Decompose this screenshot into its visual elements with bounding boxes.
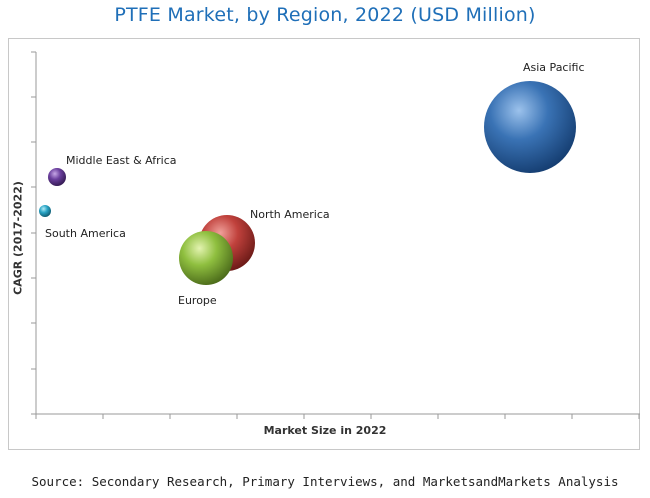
label-asia-pacific: Asia Pacific [523, 61, 585, 74]
chart-title: PTFE Market, by Region, 2022 (USD Millio… [114, 4, 536, 26]
label-south-america: South America [45, 227, 126, 240]
y-axis-label: CAGR (2017-2022) [11, 181, 25, 295]
bubble-south-america [39, 205, 51, 217]
label-europe: Europe [178, 294, 217, 307]
y-axis [31, 51, 37, 415]
bubble-europe [179, 231, 233, 285]
x-axis [35, 413, 640, 419]
bubble-middle-east-africa [48, 168, 66, 186]
source-note: Source: Secondary Research, Primary Inte… [31, 474, 619, 489]
chart-frame [8, 38, 640, 450]
bubble-asia-pacific [484, 81, 576, 173]
label-middle-east-africa: Middle East & Africa [66, 154, 177, 167]
label-north-america: North America [250, 208, 330, 221]
x-axis-label: Market Size in 2022 [263, 424, 387, 437]
